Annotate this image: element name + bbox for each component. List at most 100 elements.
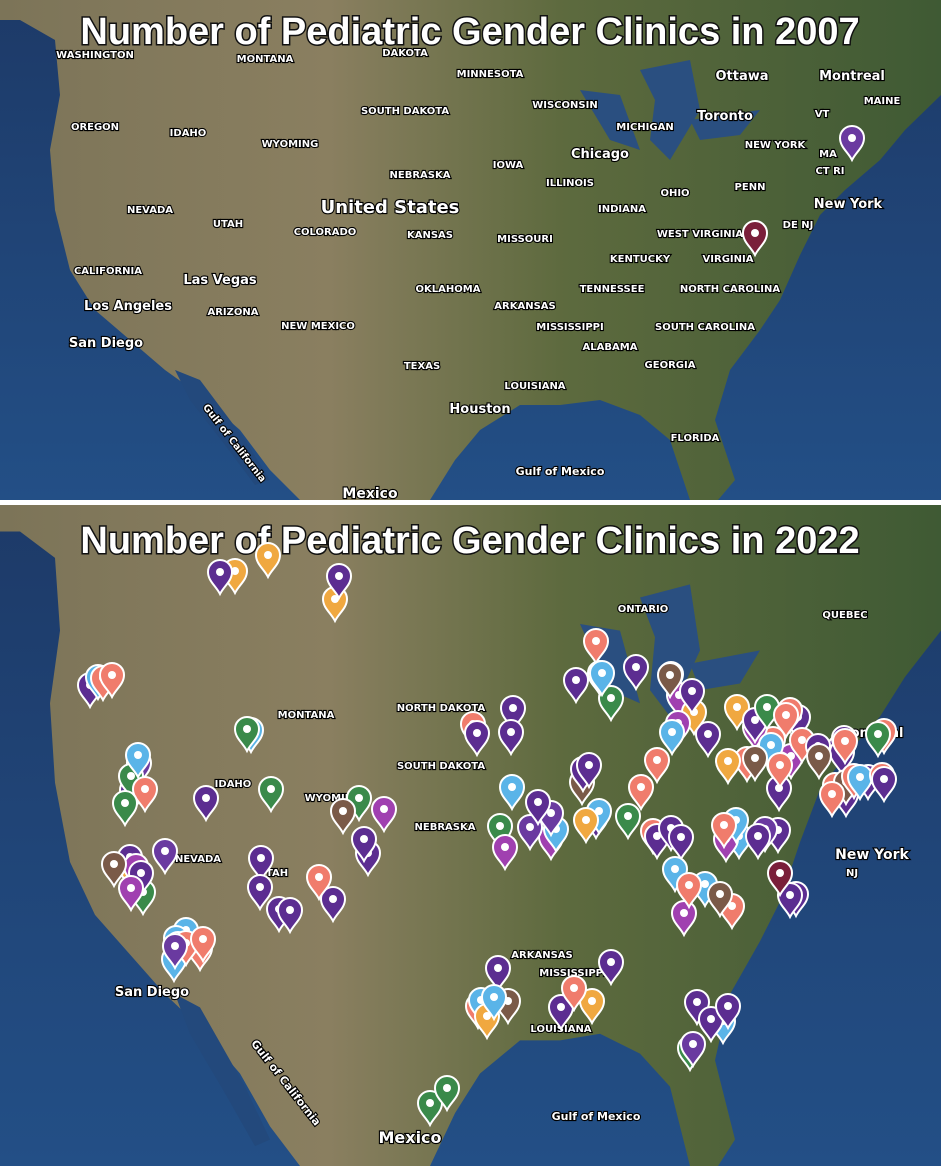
clinic-pin: [433, 1075, 461, 1113]
pin-dot: [637, 783, 645, 791]
clinic-pin: [805, 743, 833, 781]
pin-dot: [763, 703, 771, 711]
place-label: ALABAMA: [583, 342, 638, 353]
place-label: QUEBEC: [822, 610, 867, 621]
pin-dot: [693, 998, 701, 1006]
clinic-pin: [622, 654, 650, 692]
pin-dot: [751, 229, 759, 237]
pin-dot: [786, 891, 794, 899]
place-label: FLORIDA: [671, 433, 720, 444]
clinic-pin: [575, 752, 603, 790]
clinic-pin: [846, 764, 874, 802]
lake: [580, 90, 640, 150]
clinic-pin: [497, 719, 525, 757]
pin-dot: [733, 703, 741, 711]
clinic-pin: [766, 752, 794, 790]
place-label: VT: [815, 109, 830, 120]
clinic-pin: [870, 766, 898, 804]
place-label: NEBRASKA: [390, 170, 451, 181]
clinic-pin: [233, 716, 261, 754]
pin-dot: [267, 785, 275, 793]
clinic-pin: [524, 789, 552, 827]
clinic-pin: [678, 678, 706, 716]
place-label: OREGON: [71, 122, 119, 133]
pin-dot: [547, 809, 555, 817]
place-label: MA: [819, 149, 837, 160]
pin-dot: [335, 572, 343, 580]
place-label: NORTH CAROLINA: [680, 284, 781, 295]
pin-dot: [671, 865, 679, 873]
pin-dot: [202, 794, 210, 802]
place-label: ARKANSAS: [494, 301, 555, 312]
pin-dot: [507, 728, 515, 736]
place-label: SOUTH DAKOTA: [397, 761, 485, 772]
pin-dot: [380, 805, 388, 813]
place-label: TENNESSEE: [580, 284, 645, 295]
pin-dot: [624, 812, 632, 820]
place-label: New York: [814, 197, 883, 212]
clinic-pin: [578, 988, 606, 1026]
place-label: VIRGINIA: [703, 254, 754, 265]
pin-dot: [680, 909, 688, 917]
place-label: IDAHO: [215, 779, 252, 790]
clinic-pin: [838, 125, 866, 163]
place-label: Gulf of Mexico: [516, 465, 605, 478]
place-label: Ottawa: [715, 69, 768, 84]
pin-dot: [653, 756, 661, 764]
place-label: Montreal: [819, 69, 885, 84]
lake: [640, 60, 700, 160]
place-label: WASHINGTON: [56, 50, 134, 61]
clinic-pin: [706, 881, 734, 919]
lake: [690, 650, 760, 691]
pin-dot: [121, 799, 129, 807]
clinic-pin: [111, 790, 139, 828]
pin-dot: [666, 671, 674, 679]
clinic-pin: [582, 628, 610, 666]
place-label: ARKANSAS: [511, 950, 572, 961]
pin-dot: [483, 1012, 491, 1020]
clinic-pin: [710, 812, 738, 850]
pin-dot: [110, 860, 118, 868]
place-label: NEW MEXICO: [281, 321, 355, 332]
clinic-pin: [572, 807, 600, 845]
pin-dot: [632, 663, 640, 671]
pin-dot: [360, 835, 368, 843]
pin-dot: [582, 816, 590, 824]
pin-dot: [607, 958, 615, 966]
pin-dot: [256, 883, 264, 891]
clinic-pin: [257, 776, 285, 814]
clinic-pin: [864, 721, 892, 759]
pin-dot: [509, 704, 517, 712]
pin-dot: [127, 772, 135, 780]
pin-dot: [526, 823, 534, 831]
clinic-pin: [161, 933, 189, 971]
clinic-pin: [741, 745, 769, 783]
pin-dot: [677, 833, 685, 841]
clinic-pin: [694, 721, 722, 759]
clinic-pin: [246, 874, 274, 912]
pin-dot: [490, 993, 498, 1001]
clinic-pin: [547, 994, 575, 1032]
pin-dot: [598, 669, 606, 677]
place-label: GEORGIA: [645, 360, 696, 371]
place-label: San Diego: [115, 985, 189, 1000]
place-label: MISSOURI: [497, 234, 553, 245]
clinic-pin: [766, 860, 794, 898]
clinic-pin: [484, 955, 512, 993]
pin-dot: [570, 984, 578, 992]
place-label: NEVADA: [175, 854, 221, 865]
clinic-pin: [499, 695, 527, 733]
place-label: Toronto: [697, 109, 753, 124]
clinic-pin: [714, 993, 742, 1031]
pin-dot: [264, 551, 272, 559]
place-label: NEBRASKA: [415, 822, 476, 833]
pin-dot: [724, 1002, 732, 1010]
pin-dot: [137, 869, 145, 877]
clinic-pin: [597, 949, 625, 987]
place-label: MINNESOTA: [457, 69, 524, 80]
place-label: OHIO: [660, 188, 689, 199]
map-panel-2022: Number of Pediatric Gender Clinics in 20…: [0, 505, 941, 1166]
clinic-pin: [667, 824, 695, 862]
pin-dot: [668, 728, 676, 736]
clinic-pin: [117, 875, 145, 913]
